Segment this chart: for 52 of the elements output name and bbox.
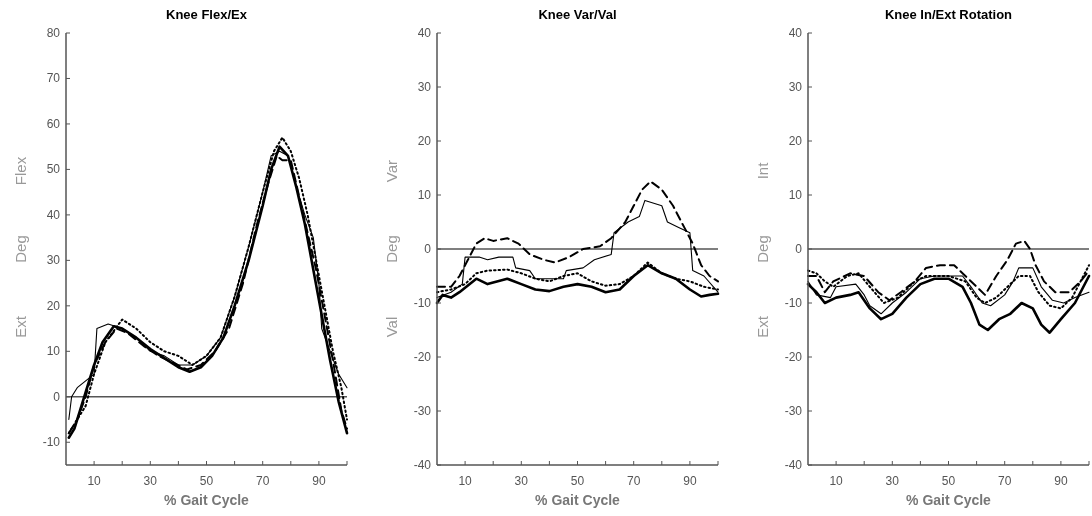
y-tick-label: 0 (53, 389, 61, 404)
y-tick-label: -10 (413, 296, 432, 310)
x-tick-label: 30 (514, 474, 529, 488)
x-tick-label: 70 (998, 474, 1012, 488)
x-axis-title: % Gait Cycle (164, 492, 250, 508)
text: Ext Deg Flex (12, 156, 29, 338)
y-tick-label: 0 (795, 242, 803, 256)
x-tick-label: 70 (256, 474, 270, 488)
chart-title: Knee Var/Val (538, 7, 617, 22)
y-tick-label: 40 (46, 207, 61, 222)
x-tick-label: 50 (199, 474, 214, 488)
y-tick-label: 10 (788, 188, 803, 202)
x-tick-label: 10 (829, 474, 844, 488)
y-tick-label: 40 (788, 26, 803, 40)
y-tick-label: 0 (424, 242, 432, 256)
x-tick-label: 50 (941, 474, 956, 488)
x-tick-label: 30 (885, 474, 900, 488)
y-tick-label: 60 (46, 116, 61, 131)
chart-title: Knee In/Ext Rotation (884, 7, 1013, 22)
y-tick-label: 20 (417, 134, 432, 148)
y-tick-label: 30 (417, 80, 432, 94)
x-axis-title: % Gait Cycle (535, 492, 621, 508)
chart-title: Knee Flex/Ex (166, 7, 248, 22)
y-tick-label: 30 (788, 80, 803, 94)
x-tick-label: 10 (458, 474, 473, 488)
y-tick-label: 70 (46, 71, 61, 86)
y-tick-label: -20 (784, 350, 803, 364)
y-tick-label: 10 (46, 344, 61, 359)
y-tick-label: 20 (788, 134, 803, 148)
x-tick-label: 10 (87, 474, 102, 488)
y-tick-label: 80 (46, 26, 61, 40)
x-tick-label: 30 (143, 474, 158, 488)
y-tick-label: -10 (784, 296, 803, 310)
y-tick-label: 40 (417, 26, 432, 40)
y-tick-label: -30 (413, 404, 432, 418)
x-tick-label: 90 (683, 474, 697, 488)
x-axis-title: % Gait Cycle (906, 492, 992, 508)
y-tick-label: 20 (46, 298, 61, 313)
x-tick-label: 70 (627, 474, 641, 488)
text: Val Deg Var (383, 159, 400, 338)
y-tick-label: 30 (46, 253, 61, 268)
x-tick-label: 90 (312, 474, 326, 488)
y-tick-label: -40 (413, 458, 432, 472)
text: Ext Deg Int (754, 162, 771, 338)
y-tick-label: -30 (784, 404, 803, 418)
x-tick-label: 90 (1054, 474, 1068, 488)
y-tick-label: -10 (42, 435, 61, 450)
y-tick-label: 50 (46, 162, 61, 177)
y-tick-label: 10 (417, 188, 432, 202)
y-tick-label: -20 (413, 350, 432, 364)
x-tick-label: 50 (570, 474, 585, 488)
y-tick-label: -40 (784, 458, 803, 472)
